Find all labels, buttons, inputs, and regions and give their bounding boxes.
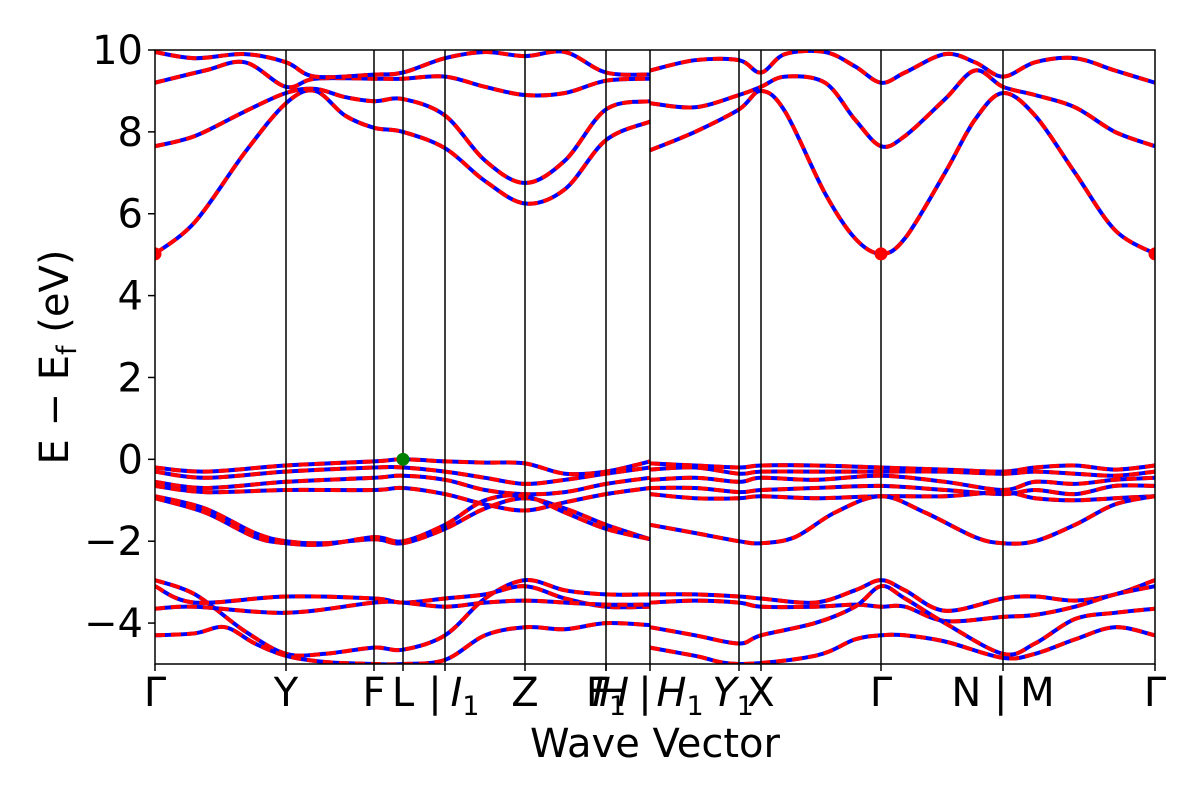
band-line-red-5	[649, 68, 1155, 149]
x-tick-label: F1	[586, 670, 626, 722]
y-tick-label: 8	[118, 110, 143, 156]
y-axis: −4 −2 0 2 4 6 8 10	[84, 28, 155, 647]
x-tick-label: Y	[273, 670, 299, 716]
x-axis-label: Wave Vector	[530, 721, 781, 767]
cbm-marker-gamma-start	[155, 247, 162, 261]
x-tick-label: Γ	[1144, 670, 1167, 716]
y-axis-label-sub: f	[52, 344, 83, 355]
band-line-red-4	[649, 88, 1155, 256]
band-line-red-16	[649, 483, 1155, 497]
band-lines	[155, 50, 1155, 664]
y-axis-label: E − Ef (eV)	[32, 250, 83, 465]
x-tick-label: F	[362, 670, 385, 716]
band-line-red-26	[649, 625, 1155, 664]
band-line-red-13	[649, 461, 1155, 474]
y-tick-label: −4	[84, 601, 143, 647]
plot-frame	[154, 49, 1156, 665]
y-tick-label: −2	[84, 519, 143, 565]
band-line-red-21	[155, 598, 651, 615]
band-line-red-24	[649, 584, 1155, 624]
band-line-red-23	[649, 578, 1155, 613]
cbm-marker-gamma-end	[1148, 247, 1155, 261]
band-line-blue-6	[649, 50, 1155, 85]
band-line-red-14	[649, 465, 1155, 478]
y-tick-label: 0	[118, 437, 143, 483]
band-line-red-9	[155, 473, 651, 497]
x-tick-label: N | M	[951, 670, 1054, 716]
x-tick-label: |	[428, 670, 441, 716]
y-axis-label-tail: (eV)	[32, 250, 78, 346]
band-line-red-17	[649, 490, 1155, 503]
y-tick-label: 4	[118, 274, 143, 320]
band-line-red-0	[155, 88, 651, 256]
x-tick-label: Z	[511, 670, 538, 716]
x-tick-label: I1	[451, 670, 480, 722]
x-tick-label: H1	[656, 670, 703, 722]
y-tick-label: 6	[118, 192, 143, 238]
x-tick-label: Y1	[712, 670, 754, 722]
band-line-red-6	[649, 50, 1155, 85]
x-tick-label: |	[638, 670, 651, 716]
band-line-blue-16	[649, 483, 1155, 497]
x-tick-label: I	[592, 670, 604, 716]
band-line-red-1	[155, 86, 651, 186]
x-tick-label: L	[392, 670, 415, 716]
y-tick-label: 2	[118, 355, 143, 401]
x-tick-label: Γ	[870, 670, 893, 716]
band-line-red-10	[155, 483, 651, 513]
band-line-red-19	[155, 578, 651, 658]
extrema-markers	[155, 247, 1155, 466]
band-line-red-15	[649, 473, 1155, 493]
band-line-red-7	[155, 457, 651, 477]
vbm-marker	[396, 452, 410, 466]
cbm-marker-gamma-mid	[874, 247, 888, 261]
y-tick-label: 10	[92, 28, 143, 74]
band-line-red-22	[155, 620, 651, 664]
x-tick-label: H	[599, 670, 629, 716]
x-tick-label: X	[747, 670, 774, 716]
x-tick-label: Γ	[144, 670, 167, 716]
kpoint-separators	[285, 50, 1004, 664]
band-line-blue-18	[649, 494, 1155, 546]
band-line-blue-26	[649, 625, 1155, 664]
band-line-red-3	[155, 50, 651, 80]
band-line-red-20	[155, 584, 651, 610]
band-line-red-8	[155, 464, 651, 486]
y-axis-label-main: E − E	[32, 355, 78, 465]
band-line-red-25	[649, 584, 1155, 657]
